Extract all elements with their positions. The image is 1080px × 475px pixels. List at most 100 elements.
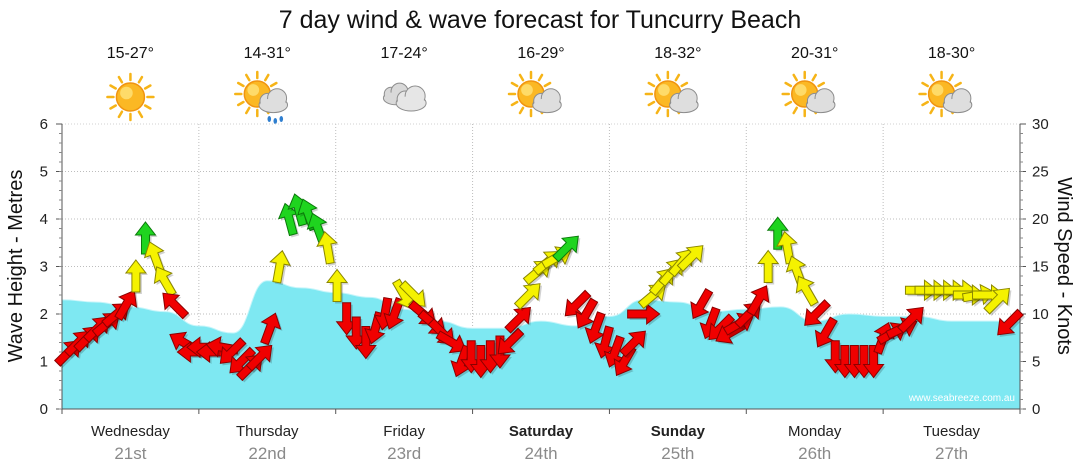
day-date-label: 23rd: [387, 444, 421, 463]
cloud-fill: [397, 96, 426, 110]
sun-ray: [655, 106, 662, 115]
sun-cloud-rain-icon: [234, 70, 289, 124]
cloud-shape: [532, 88, 562, 114]
wind-arrow: [766, 216, 789, 250]
left-axis: 0 1 2 3 4 5 6: [40, 116, 1021, 418]
sun-ray: [680, 81, 689, 88]
sun-highlight: [247, 84, 260, 96]
left-tick-label: 3: [40, 259, 48, 276]
left-tick-label: 5: [40, 164, 48, 181]
partly-cloudy-icon: [507, 70, 562, 118]
wind-arrow: [746, 285, 770, 317]
sun-ray: [510, 81, 519, 88]
sun-ray: [117, 75, 124, 84]
sun-ray: [537, 73, 544, 82]
wind-arrow: [504, 306, 531, 334]
day-date-label: 24th: [524, 444, 557, 463]
temperature-label: 16-29°: [517, 45, 564, 62]
left-tick-label: 2: [40, 306, 48, 323]
wind-arrow: [997, 308, 1024, 336]
wind-arrow: [690, 287, 714, 320]
sun-ray: [792, 73, 798, 82]
sun-highlight: [120, 86, 133, 100]
right-tick-label: 0: [1032, 401, 1040, 418]
sun-ray: [109, 84, 117, 90]
cloud-fill: [807, 98, 835, 112]
watermark: www.seabreeze.com.au: [908, 393, 1015, 404]
right-axis-title: Wind Speed - Knots: [1053, 177, 1075, 355]
wind-arrow: [162, 292, 190, 320]
sun-ray: [784, 81, 793, 88]
wind-arrow: [513, 283, 541, 310]
wind-arrow: [862, 345, 885, 379]
sun-ray: [245, 106, 251, 115]
cloud-shape: [805, 88, 836, 114]
sun-ray: [817, 81, 826, 88]
sun-ray: [518, 106, 525, 115]
wind-arrow: [804, 299, 831, 326]
wind-arrow: [619, 330, 646, 358]
wave-height-area: [61, 280, 1021, 410]
day-name-label: Monday: [788, 423, 842, 440]
day-date-label: 21st: [114, 444, 146, 463]
day-name-label: Tuesday: [923, 423, 980, 440]
wind-arrow: [245, 344, 273, 372]
wind-arrows: [53, 193, 1026, 383]
cloud-shape: [258, 88, 289, 114]
sun-ray: [921, 100, 929, 107]
cloud-shape: [669, 88, 699, 114]
day-name-label: Thursday: [236, 423, 299, 440]
chart-title: 7 day wind & wave forecast for Tuncurry …: [279, 6, 801, 34]
sun-rays: [106, 72, 155, 122]
day-name-label: Saturday: [509, 423, 574, 440]
cloud-fill: [533, 98, 561, 112]
cloud-fill: [259, 98, 287, 112]
wind-arrow: [114, 289, 138, 322]
cloud-fill: [944, 98, 971, 112]
partly-cloudy-icon: [918, 70, 973, 118]
temperature-label: 18-30°: [928, 45, 975, 62]
wind-arrow: [354, 326, 377, 360]
right-axis: 0 5 10 15 20 25 30: [1019, 116, 1049, 418]
sun-ray: [929, 106, 935, 115]
left-tick-label: 6: [40, 116, 48, 133]
wind-arrow: [326, 268, 349, 302]
wind-arrow: [552, 235, 579, 263]
sun-ray: [655, 73, 662, 82]
sun-ray: [518, 73, 525, 82]
cloud-shape: [395, 85, 427, 112]
left-axis-title: Wave Height - Metres: [5, 170, 27, 363]
sun-ray: [921, 81, 929, 88]
wind-arrow: [269, 249, 291, 284]
rain-drop: [273, 118, 278, 124]
sun-ray: [784, 100, 793, 107]
wind-arrow: [260, 312, 282, 346]
right-tick-label: 15: [1032, 259, 1049, 276]
day-date-label: 25th: [661, 444, 694, 463]
wind-arrow: [497, 327, 525, 355]
wind-arrow: [575, 297, 599, 329]
sun-highlight: [658, 84, 670, 96]
wind-arrow: [564, 289, 592, 317]
day-name-label: Friday: [383, 423, 425, 440]
cloudy-icon: [382, 82, 427, 112]
wind-arrow: [757, 249, 780, 283]
wind-arrow: [814, 316, 838, 348]
sun-ray: [109, 104, 117, 110]
sun-ray: [510, 100, 519, 107]
day-name-label: Wednesday: [91, 423, 170, 440]
day-name-label: Sunday: [651, 423, 706, 440]
right-tick-label: 10: [1032, 306, 1049, 323]
wind-arrow: [435, 330, 467, 354]
right-tick-label: 25: [1032, 164, 1049, 181]
partly-cloudy-icon: [644, 70, 699, 118]
temperature-label: 14-31°: [244, 45, 291, 62]
sun-ray: [792, 106, 798, 115]
right-tick-label: 5: [1032, 354, 1040, 371]
left-tick-label: 4: [40, 211, 48, 228]
wind-arrow: [983, 287, 1010, 315]
rain-drop: [279, 116, 284, 122]
left-tick-label: 0: [40, 401, 48, 418]
left-tick-label: 1: [40, 354, 48, 371]
